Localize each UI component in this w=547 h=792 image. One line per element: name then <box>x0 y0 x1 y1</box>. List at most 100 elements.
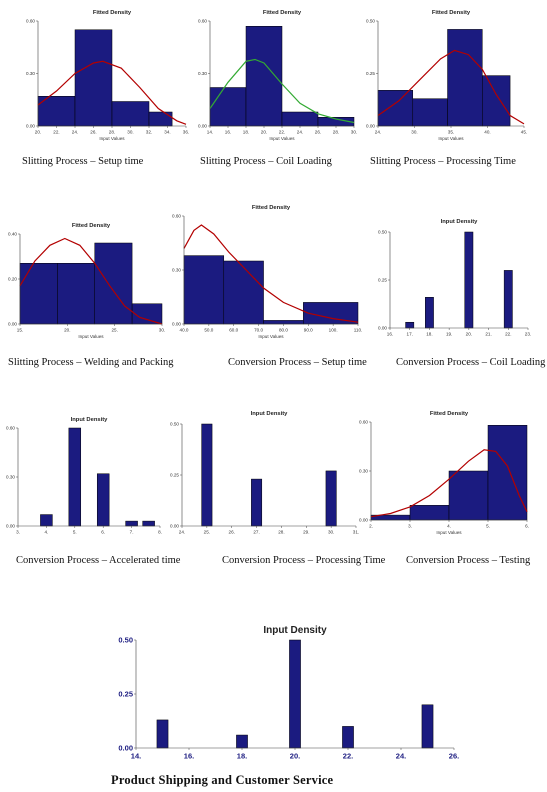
y-tick-label: 0.40 <box>8 232 17 237</box>
x-tick-label: 24. <box>396 752 406 761</box>
x-tick-label: 110. <box>354 328 363 333</box>
caption-conversion-accelerated-time: Conversion Process – Accelerated time <box>16 555 181 566</box>
bar <box>405 321 415 329</box>
x-tick-label: 70.0 <box>254 328 263 333</box>
caption-conversion-coil-loading: Conversion Process – Coil Loading <box>396 357 546 368</box>
x-axis-label: Input Values <box>438 136 464 141</box>
x-tick-label: 14. <box>207 130 213 135</box>
y-tick-label: 0.30 <box>198 71 207 76</box>
x-tick-label: 3. <box>408 524 412 529</box>
y-tick-label: 0.50 <box>378 230 387 235</box>
chart-conversion-testing: Fitted Density 0.60 0.30 0.002. 3. 4. 5. 6. Inpu… <box>359 411 529 535</box>
bar <box>377 90 414 127</box>
x-tick-label: 23. <box>525 332 531 337</box>
x-axis-label: Input Values <box>99 136 125 141</box>
bar <box>251 478 263 527</box>
x-tick-label: 6. <box>525 524 529 529</box>
x-tick-label: 29. <box>303 530 309 535</box>
fitted-curve <box>377 49 525 125</box>
bar <box>96 473 110 527</box>
x-tick-label: 25. <box>204 530 210 535</box>
y-tick-label: 0.00 <box>198 124 207 129</box>
x-axis-label: Input Values <box>436 530 462 535</box>
x-tick-label: 27. <box>253 530 259 535</box>
chart-title: Fitted Density <box>72 223 111 229</box>
bar <box>19 263 58 325</box>
bar <box>94 242 133 325</box>
y-tick-label: 0.00 <box>170 524 179 529</box>
y-tick-label: 0.30 <box>6 475 15 480</box>
bar <box>142 520 155 527</box>
bar <box>236 734 248 749</box>
bar <box>281 111 319 127</box>
x-tick-label: 7. <box>130 530 134 535</box>
x-tick-label: 15. <box>17 328 23 333</box>
bar <box>201 423 213 527</box>
bar <box>125 520 138 527</box>
bar <box>57 263 95 325</box>
x-tick-label: 25. <box>111 328 117 333</box>
bar <box>464 231 474 329</box>
chart-title: Fitted Density <box>430 411 469 417</box>
chart-title: Input Density <box>71 417 108 423</box>
x-tick-label: 30. <box>411 130 417 135</box>
bar <box>183 255 225 325</box>
bar <box>74 29 113 127</box>
x-tick-label: 28. <box>109 130 115 135</box>
x-tick-label: 4. <box>447 524 451 529</box>
x-tick-label: 30. <box>127 130 133 135</box>
bar <box>209 87 247 127</box>
x-tick-label: 30. <box>328 530 334 535</box>
bar <box>148 111 173 127</box>
y-tick-label: 0.25 <box>366 71 375 76</box>
y-tick-label: 0.60 <box>26 19 35 24</box>
x-tick-label: 22. <box>279 130 285 135</box>
bar <box>263 320 304 325</box>
bar <box>40 514 53 527</box>
bar <box>325 470 337 527</box>
x-tick-label: 20. <box>64 328 70 333</box>
x-tick-label: 20. <box>35 130 41 135</box>
caption-product-shipping: Product Shipping and Customer Service <box>111 773 334 787</box>
bar <box>412 98 448 127</box>
x-tick-label: 22. <box>505 332 511 337</box>
y-tick-label: 0.00 <box>366 124 375 129</box>
x-tick-label: 30. <box>159 328 165 333</box>
bar <box>409 505 450 521</box>
bar <box>425 297 434 329</box>
x-tick-label: 26. <box>315 130 321 135</box>
bar <box>503 270 513 329</box>
bar <box>68 427 82 527</box>
x-tick-label: 16. <box>184 752 194 761</box>
x-tick-label: 20. <box>466 332 472 337</box>
fitted-curve <box>183 224 359 323</box>
x-tick-label: 24. <box>72 130 78 135</box>
x-tick-label: 18. <box>237 752 247 761</box>
y-tick-label: 0.00 <box>26 124 35 129</box>
bar <box>156 719 169 749</box>
x-tick-label: 19. <box>446 332 452 337</box>
y-tick-label: 0.00 <box>8 322 17 327</box>
x-tick-label: 8. <box>158 530 162 535</box>
bar <box>342 726 354 749</box>
bar <box>245 26 283 127</box>
x-tick-label: 35. <box>448 130 454 135</box>
x-tick-label: 4. <box>44 530 48 535</box>
y-tick-label: 0.00 <box>118 744 133 753</box>
y-tick-label: 0.60 <box>6 426 15 431</box>
x-tick-label: 5. <box>73 530 77 535</box>
y-tick-label: 0.60 <box>359 420 368 425</box>
x-tick-label: 17. <box>407 332 413 337</box>
x-tick-label: 50.0 <box>204 328 213 333</box>
bar <box>37 96 76 127</box>
x-tick-label: 16. <box>387 332 393 337</box>
caption-conversion-processing-time: Conversion Process – Processing Time <box>222 555 386 566</box>
fitted-curve <box>370 449 528 518</box>
x-tick-label: 6. <box>101 530 105 535</box>
x-tick-label: 22. <box>53 130 59 135</box>
bar <box>448 470 489 521</box>
x-tick-label: 40. <box>484 130 490 135</box>
